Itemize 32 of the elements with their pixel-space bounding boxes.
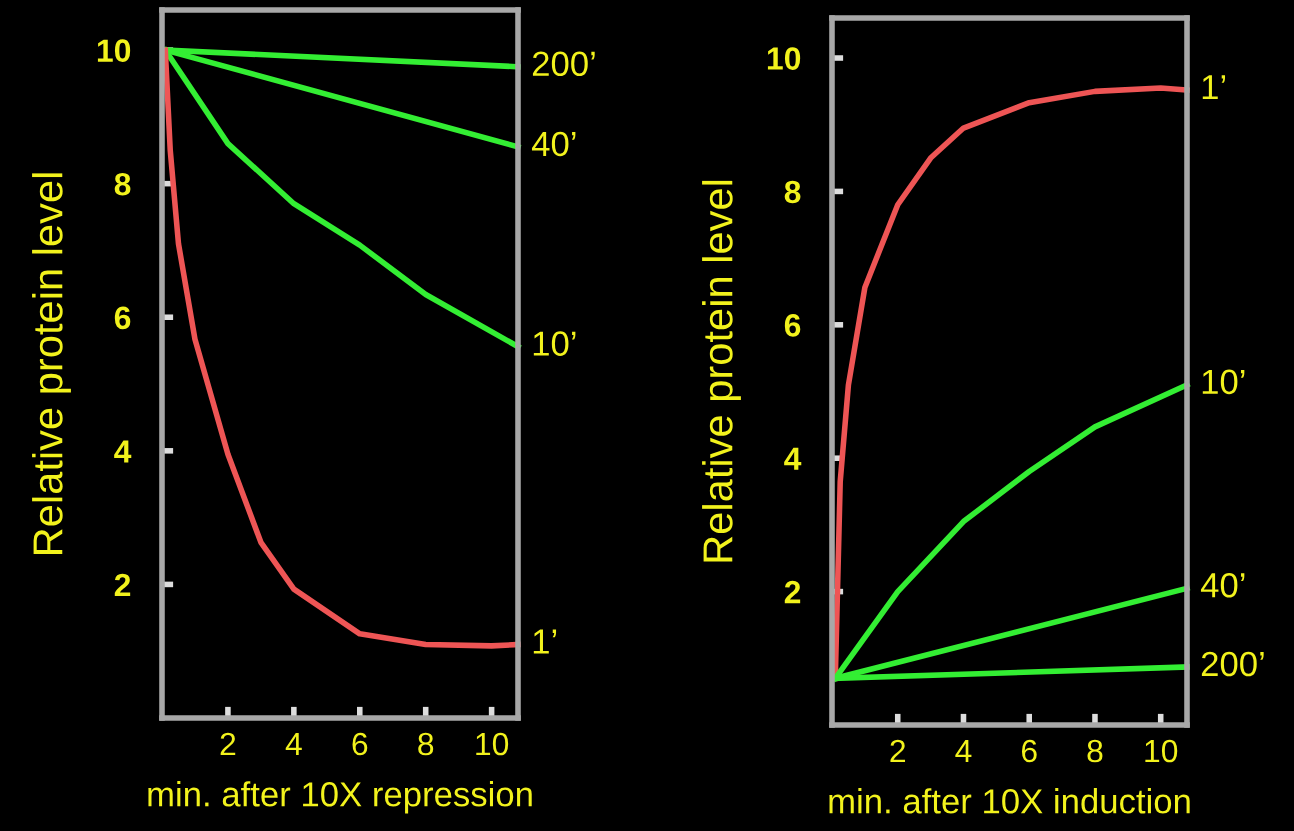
series-label: 1’	[1202, 75, 1226, 100]
x-tick-label: 6	[352, 732, 368, 756]
series-label: 40’	[531, 131, 576, 157]
y-axis-title: Relative protein level	[32, 173, 71, 554]
y-tick-label: 2	[784, 580, 801, 604]
x-tick-label: 4	[285, 733, 302, 756]
x-axis-title: min. after 10X induction	[829, 788, 1190, 814]
y-tick-label: 6	[784, 314, 801, 337]
x-tick-label: 10	[1145, 739, 1178, 763]
x-tick-label: 4	[955, 740, 972, 763]
y-tick-label: 8	[114, 172, 131, 196]
x-axis-title: min. after 10X repression	[148, 781, 532, 814]
x-tick-label: 10	[476, 732, 509, 756]
y-axis-title: Relative protein level	[702, 180, 741, 562]
y-tick-label: 4	[114, 440, 132, 463]
x-tick-label: 8	[1087, 739, 1103, 763]
y-tick-label: 2	[114, 573, 131, 596]
x-tick-label: 8	[418, 732, 434, 756]
series-label: 200’	[532, 51, 595, 77]
series-label: 1’	[533, 629, 557, 654]
x-tick-label: 2	[220, 732, 236, 756]
y-tick-label: 10	[767, 47, 801, 70]
series-label: 40’	[1200, 573, 1245, 598]
series-label: 200’	[1201, 651, 1264, 677]
y-tick-label: 10	[97, 39, 131, 62]
x-tick-label: 2	[890, 739, 906, 763]
y-tick-label: 8	[784, 180, 801, 204]
y-tick-label: 4	[784, 447, 802, 470]
series-label: 10’	[1202, 369, 1245, 395]
y-tick-label: 6	[114, 306, 131, 330]
x-tick-label: 6	[1021, 739, 1037, 763]
series-label: 10’	[533, 331, 576, 356]
